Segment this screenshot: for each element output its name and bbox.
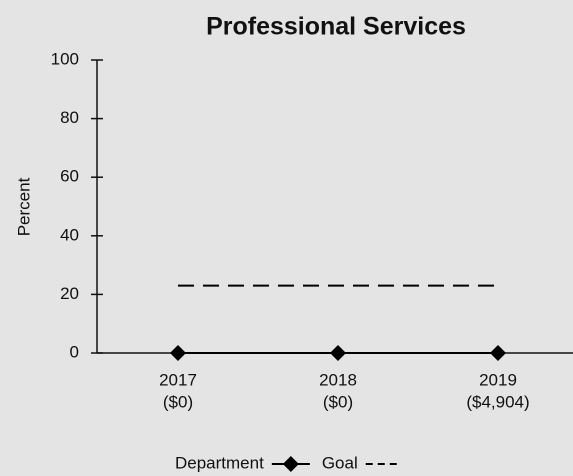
y-tick-label: 20 xyxy=(60,284,79,303)
marker xyxy=(330,345,346,361)
legend-marker xyxy=(282,456,299,472)
y-tick-label: 60 xyxy=(60,167,79,186)
chart-title: Professional Services xyxy=(206,13,466,41)
marker xyxy=(170,345,186,361)
x-tick-label: 2019 xyxy=(479,370,517,389)
y-tick-label: 100 xyxy=(51,49,79,68)
x-tick-label: ($0) xyxy=(323,392,353,411)
y-tick-label: 80 xyxy=(60,108,79,127)
legend-label: Goal xyxy=(322,453,358,472)
y-tick-label: 40 xyxy=(60,225,79,244)
legend-label: Department xyxy=(175,453,264,472)
y-tick-label: 0 xyxy=(70,342,79,361)
marker xyxy=(490,345,506,361)
x-tick-label: 2018 xyxy=(319,370,357,389)
y-axis-label: Percent xyxy=(14,177,33,236)
x-tick-label: ($0) xyxy=(163,392,193,411)
x-tick-label: 2017 xyxy=(159,370,197,389)
x-tick-label: ($4,904) xyxy=(466,392,529,411)
